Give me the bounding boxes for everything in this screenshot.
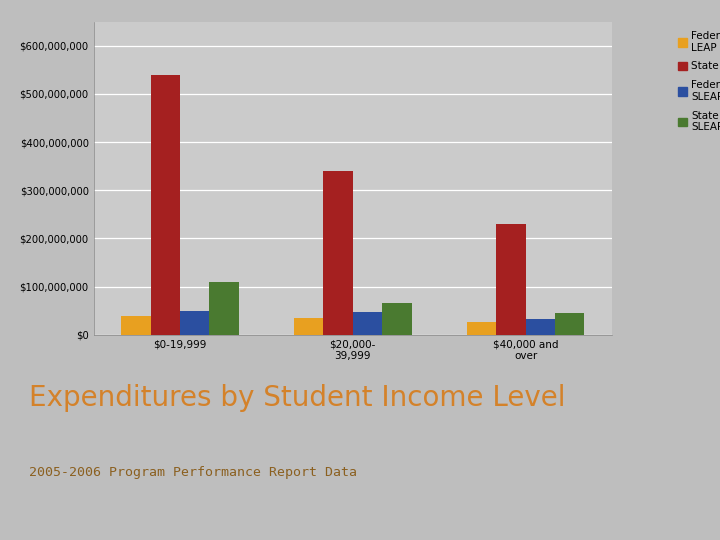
Legend: Federal
LEAP, State LEAP, Federal
SLEAP, State
SLEAP: Federal LEAP, State LEAP, Federal SLEAP,…	[674, 27, 720, 137]
Bar	[526, 319, 555, 335]
Bar	[150, 75, 180, 335]
Bar	[323, 171, 353, 335]
Bar	[382, 302, 412, 335]
Bar	[353, 312, 382, 335]
Text: 2005-2006 Program Performance Report Data: 2005-2006 Program Performance Report Dat…	[29, 466, 357, 479]
Bar	[467, 322, 496, 335]
Bar	[180, 310, 210, 335]
Bar	[555, 313, 585, 335]
Bar	[121, 315, 150, 335]
Bar	[210, 282, 239, 335]
Bar	[294, 318, 323, 335]
Bar	[496, 224, 526, 335]
Text: Expenditures by Student Income Level: Expenditures by Student Income Level	[29, 384, 565, 413]
